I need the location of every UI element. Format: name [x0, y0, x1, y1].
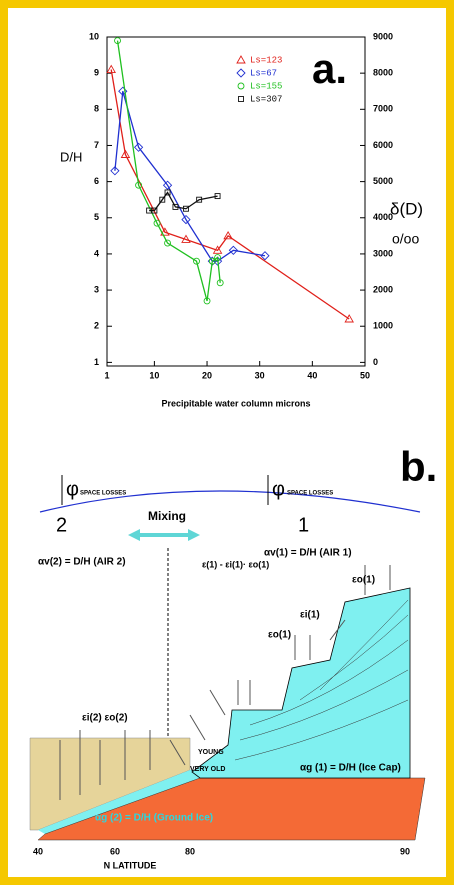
phi: φ	[272, 478, 285, 500]
lat-tick: 40	[33, 846, 43, 856]
mixing: Mixing	[148, 509, 186, 523]
x-axis-label: Precipitable water column microns	[161, 398, 310, 408]
y-tick-label: 5	[94, 212, 99, 222]
page: {"chart_data": {"type": "line", "label":…	[0, 0, 454, 885]
eps-o1: εo(1)	[268, 630, 291, 641]
very-old: VERY OLD	[190, 766, 225, 773]
legend-label: Ls=307	[250, 94, 282, 104]
x-tick-label: 20	[202, 370, 212, 380]
x-tick-label: 30	[255, 370, 265, 380]
epsilon-eq: ε(1) - εi(1)· εo(1)	[202, 559, 269, 569]
y2-tick-label: 8000	[373, 68, 393, 78]
y-tick-label: 8	[94, 104, 99, 114]
eps-i1: εi(1)	[300, 610, 320, 621]
y2-tick-label: 1000	[373, 321, 393, 331]
y-tick-label: 10	[89, 31, 99, 41]
x-tick-label: 40	[307, 370, 317, 380]
y-tick-label: 1	[94, 357, 99, 367]
y-tick-label: 3	[94, 284, 99, 294]
panel-label: a.	[312, 45, 347, 92]
y-tick-label: 2	[94, 321, 99, 331]
phi-sub: SPACE LOSSES	[287, 491, 333, 497]
y2-tick-label: 6000	[373, 140, 393, 150]
y-axis-label: D/H	[60, 149, 82, 164]
x-tick-label: 50	[360, 370, 370, 380]
alpha-g2: αg (2) = D/H (Ground Ice)	[95, 813, 213, 824]
y2-tick-label: 5000	[373, 176, 393, 186]
y2-tick-label: 4000	[373, 212, 393, 222]
lat-tick: 90	[400, 846, 410, 856]
air-2: 2	[56, 514, 67, 536]
y-tick-label: 6	[94, 176, 99, 186]
lat-tick: 60	[110, 846, 120, 856]
eps-o1: εo(1)	[352, 575, 375, 586]
y-tick-label: 4	[94, 248, 99, 258]
legend-label: Ls=123	[250, 55, 282, 65]
eps-2: εi(2) εo(2)	[82, 713, 128, 724]
figure: a. D/H δ(D) o/oo Precipitable water colu…	[0, 0, 454, 885]
panel-label: b.	[400, 443, 437, 490]
x-tick-label: 1	[104, 370, 109, 380]
y2-tick-label: 2000	[373, 284, 393, 294]
alpha-v2: αv(2) = D/H (AIR 2)	[38, 557, 126, 568]
legend-label: Ls=155	[250, 81, 282, 91]
alpha-v1: αv(1) = D/H (AIR 1)	[264, 548, 352, 559]
young: YOUNG	[198, 749, 224, 756]
x-tick-label: 10	[149, 370, 159, 380]
y2-tick-label: 9000	[373, 31, 393, 41]
y2-tick-label: 3000	[373, 248, 393, 258]
air-1: 1	[298, 514, 309, 536]
alpha-g1: αg (1) = D/H (Ice Cap)	[300, 763, 401, 774]
legend-label: Ls=67	[250, 68, 277, 78]
lat-label: N LATITUDE	[104, 860, 157, 870]
y2-axis-label: δ(D)	[390, 199, 423, 218]
y2-tick-label: 7000	[373, 104, 393, 114]
phi-sub: SPACE LOSSES	[80, 491, 126, 497]
y2-tick-label: 0	[373, 357, 378, 367]
lat-tick: 80	[185, 846, 195, 856]
y-tick-label: 9	[94, 68, 99, 78]
phi: φ	[66, 478, 79, 500]
y2-unit: o/oo	[392, 231, 419, 247]
y-tick-label: 7	[94, 140, 99, 150]
